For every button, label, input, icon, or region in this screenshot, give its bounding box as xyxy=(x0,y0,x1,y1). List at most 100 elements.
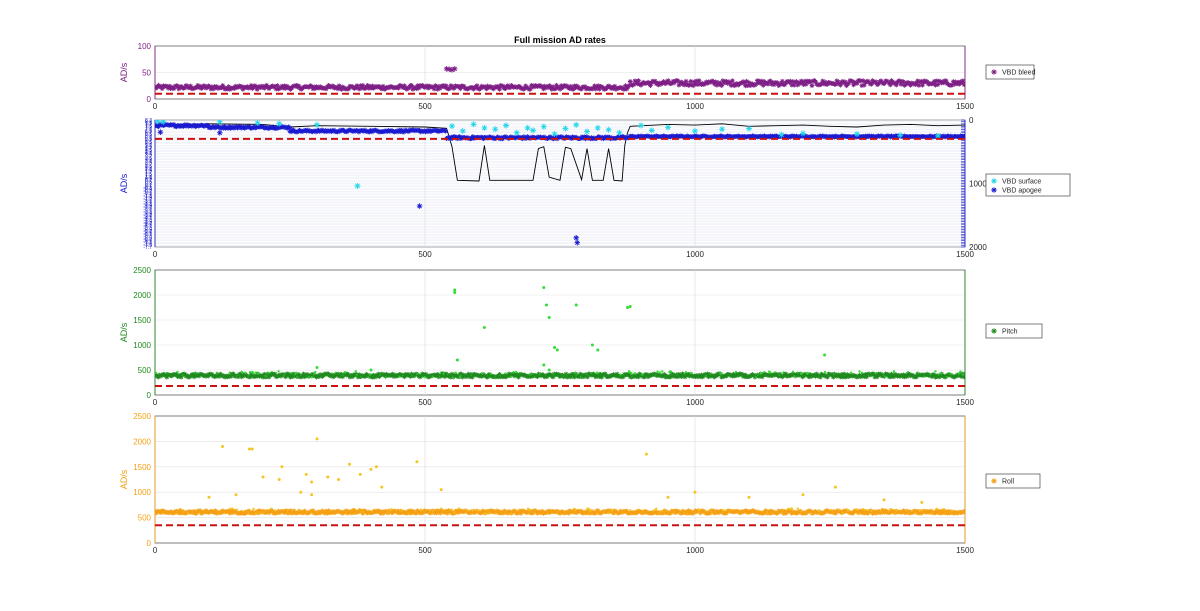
data-point xyxy=(459,127,466,134)
y-tick-label: 3.7 xyxy=(145,154,152,160)
data-point xyxy=(662,372,668,377)
data-point xyxy=(873,79,879,85)
data-point xyxy=(443,508,449,514)
data-point xyxy=(942,507,946,511)
data-point xyxy=(892,370,896,373)
data-point xyxy=(860,78,866,84)
data-point xyxy=(574,371,577,375)
data-point xyxy=(647,83,653,88)
data-point xyxy=(353,85,359,90)
y-tick-label: -4.5 xyxy=(143,219,152,225)
data-point xyxy=(175,83,180,89)
data-point xyxy=(514,372,520,378)
data-point xyxy=(760,82,766,88)
data-point xyxy=(434,510,439,516)
data-point xyxy=(595,371,599,374)
data-point xyxy=(866,509,872,514)
data-point xyxy=(197,83,203,89)
data-point xyxy=(649,510,654,516)
data-point xyxy=(530,510,536,516)
data-point xyxy=(783,371,789,377)
data-point xyxy=(595,508,601,514)
data-point xyxy=(695,82,701,87)
data-point xyxy=(574,303,578,307)
y-tick-label: 0.3 xyxy=(145,181,152,187)
data-point xyxy=(505,83,511,88)
data-point xyxy=(771,82,777,88)
y-tick-label: -6.9 xyxy=(143,238,152,244)
y-tick-label: 4.9 xyxy=(145,145,152,151)
data-point xyxy=(726,508,732,514)
data-point xyxy=(947,372,953,378)
data-point xyxy=(656,82,662,88)
data-point xyxy=(778,81,784,87)
data-point xyxy=(402,83,407,89)
data-point xyxy=(753,81,759,87)
data-point xyxy=(901,372,906,378)
y-tick-label: 6.9 xyxy=(145,129,152,135)
data-point xyxy=(418,373,424,379)
data-point xyxy=(672,510,678,516)
y-tick-label: 7.5 xyxy=(145,124,152,130)
data-point xyxy=(655,507,658,510)
data-point xyxy=(960,78,965,84)
y-tick-label: 2.7 xyxy=(145,162,152,168)
data-point xyxy=(552,86,558,92)
data-point xyxy=(539,84,545,90)
y-tick-label: 7.7 xyxy=(145,123,152,129)
data-point xyxy=(409,82,415,88)
data-point xyxy=(336,83,342,89)
data-point xyxy=(235,374,241,380)
data-point xyxy=(240,86,246,92)
data-point xyxy=(314,128,320,134)
data-point xyxy=(864,79,870,85)
y-tick-label: -2.5 xyxy=(143,204,152,210)
data-point xyxy=(291,508,297,514)
data-point xyxy=(732,83,738,89)
plot-area xyxy=(154,415,966,544)
data-point xyxy=(266,510,272,516)
data-point xyxy=(273,374,279,380)
data-point xyxy=(833,510,839,516)
data-point xyxy=(555,348,559,352)
data-point xyxy=(510,375,513,378)
data-point xyxy=(261,475,265,479)
x-tick-label: 1500 xyxy=(956,102,974,111)
legend-label: Pitch xyxy=(1002,329,1018,336)
data-point xyxy=(612,83,618,89)
data-point xyxy=(601,86,607,92)
data-point xyxy=(259,83,265,89)
data-point xyxy=(765,81,771,87)
data-point xyxy=(438,373,444,379)
legend-marker xyxy=(991,178,997,184)
data-point xyxy=(577,371,583,377)
y-tick-label: 2.9 xyxy=(145,161,152,167)
data-point xyxy=(886,80,892,86)
data-point xyxy=(658,371,662,374)
data-point xyxy=(335,371,341,377)
data-point xyxy=(254,120,261,127)
y-tick-label: 4.1 xyxy=(145,151,152,157)
data-point xyxy=(514,370,518,374)
data-point xyxy=(375,371,381,377)
data-point xyxy=(191,508,197,514)
data-point xyxy=(691,79,697,85)
data-point xyxy=(794,79,799,84)
data-point xyxy=(644,452,648,456)
y-tick-label: 2.3 xyxy=(145,165,152,171)
y-tick-label: 3.1 xyxy=(145,159,152,165)
data-point xyxy=(516,374,521,380)
data-point xyxy=(390,508,393,511)
data-point xyxy=(579,508,584,514)
data-point xyxy=(861,82,867,88)
data-point xyxy=(505,510,511,516)
y-tick-label: 8.1 xyxy=(145,119,152,125)
data-point xyxy=(914,374,919,380)
data-point xyxy=(665,78,671,84)
data-point xyxy=(228,373,234,379)
data-point xyxy=(250,447,254,451)
data-point xyxy=(210,86,216,92)
data-point xyxy=(906,370,910,374)
data-point xyxy=(315,366,319,369)
data-point xyxy=(838,82,843,88)
